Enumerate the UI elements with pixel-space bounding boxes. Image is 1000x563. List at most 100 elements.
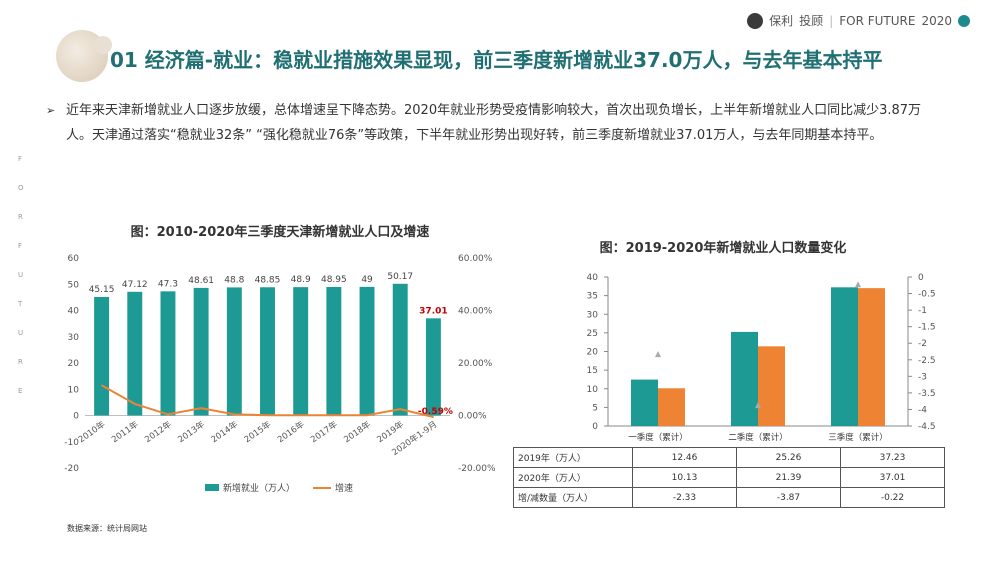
table-row-label: 2019年（万人） (513, 447, 633, 468)
growth-point (333, 414, 335, 416)
growth-point (134, 403, 136, 405)
side-letter: U (18, 329, 24, 337)
y-tick-label: 60 (68, 254, 80, 264)
side-letter: R (18, 358, 23, 366)
y-tick-label: 10 (587, 385, 599, 395)
growth-point (200, 407, 202, 409)
side-letter: T (18, 300, 23, 308)
y-tick-label: 40 (587, 273, 599, 283)
side-letter: F (18, 155, 23, 163)
growth-last-label: -0.59% (418, 407, 453, 417)
y2-tick-label: -20.00% (458, 464, 496, 474)
x-tick-label: 2017年 (309, 419, 340, 446)
brand-mark-icon (747, 12, 764, 29)
diff-marker (855, 281, 861, 288)
bar-2019 (731, 331, 758, 426)
bar-2020 (858, 288, 885, 426)
y2-tick-label: 60.00% (458, 254, 493, 264)
y2-tick-label: 20.00% (458, 359, 493, 369)
bar-value-label: 47.12 (122, 280, 148, 290)
diff-marker (755, 402, 761, 409)
bar (127, 291, 143, 416)
brand-dot-icon (958, 14, 970, 27)
y-tick-label: 30 (68, 333, 80, 343)
bar (359, 286, 375, 416)
y2-tick-label: -3.5 (918, 389, 936, 399)
y2-tick-label: -2 (918, 339, 927, 349)
x-tick-label: 2011年 (109, 419, 140, 446)
y-tick-label: 25 (587, 329, 598, 339)
x-tick-label: 二季度（累计） (728, 432, 788, 443)
bar-value-label: 48.95 (321, 275, 347, 285)
bar-value-label: 45.15 (89, 285, 115, 295)
decor-circle-small (94, 36, 112, 54)
y-tick-label: 50 (68, 280, 80, 290)
table-row: 2020年（万人） 10.13 21.39 37.01 (513, 467, 945, 488)
growth-point (233, 413, 235, 415)
y-tick-label: 30 (587, 310, 599, 320)
table-cell: -2.33 (632, 487, 737, 508)
y2-tick-label: -3 (918, 372, 927, 382)
growth-point (267, 414, 268, 416)
y2-tick-label: 0.00% (458, 412, 487, 422)
x-tick-label: 三季度（累计） (828, 432, 888, 443)
y-tick-label: -20 (64, 464, 79, 474)
bar (425, 318, 441, 416)
chart-title: 图：2010-2020年三季度天津新增就业人口及增速 (131, 224, 430, 240)
brand-year: 2020 (921, 13, 952, 28)
x-tick-label: 2018年 (342, 419, 373, 446)
brand-sub: 投顾 (799, 14, 824, 28)
table-cell: 37.01 (840, 467, 945, 488)
side-letters: F O R F U T U R E (18, 155, 24, 395)
bar (226, 287, 242, 416)
growth-point (432, 416, 434, 418)
y2-tick-label: 40.00% (458, 307, 493, 317)
legend-label: 新增就业（万人） (223, 482, 295, 494)
bar-value-label: 49 (361, 275, 373, 285)
table-cell: -3.87 (736, 487, 841, 508)
y2-tick-label: -4 (918, 405, 927, 415)
table-cell: -0.22 (840, 487, 945, 508)
bar-value-label: 48.61 (188, 276, 214, 286)
chart-employment-2019-2020: 图：2019-2020年新增就业人口数量变化 0 5 10 15 20 25 30 35 40 0 -… (587, 240, 936, 443)
bar (293, 287, 309, 416)
growth-point (366, 414, 368, 416)
x-tick-label: 2015年 (242, 419, 273, 446)
brand-logo: 保利 投顾 | FOR FUTURE 2020 (747, 12, 970, 29)
y-tick-label: 5 (592, 403, 598, 413)
legend-label: 增速 (335, 482, 353, 494)
y-tick-label: 20 (587, 348, 599, 358)
x-tick-label: 2010年 (76, 419, 107, 446)
side-letter: F (18, 242, 23, 250)
chart-employment-2010-2020: 图：2010-2020年三季度天津新增就业人口及增速 -20 -10 0 10 20 30 4… (64, 224, 496, 494)
table-cell: 25.26 (736, 447, 841, 468)
bar-value-label: 48.9 (291, 275, 311, 285)
table-row-label: 增/减数量（万人） (513, 487, 633, 508)
bar (193, 287, 209, 416)
side-letter: E (18, 387, 23, 395)
bar (392, 283, 408, 416)
y-tick-label: 40 (68, 307, 80, 317)
growth-point (399, 408, 401, 410)
y2-tick-label: -4.5 (918, 422, 936, 432)
y-tick-label: 0 (73, 412, 79, 422)
bar (94, 296, 110, 416)
x-tick-label: 2014年 (209, 419, 240, 446)
bar (260, 287, 275, 416)
bar-2019 (631, 379, 658, 426)
growth-point (300, 414, 302, 416)
y-tick-label: 10 (68, 385, 80, 395)
y2-tick-label: 0 (918, 273, 924, 283)
table-cell: 21.39 (736, 467, 841, 488)
y-tick-label: 35 (587, 292, 598, 302)
bar-value-label: 48.85 (255, 275, 281, 285)
bar-value-label: 37.01 (419, 306, 447, 316)
brand-name: 保利 (769, 14, 794, 28)
x-tick-label: 2012年 (143, 419, 174, 446)
growth-point (167, 413, 169, 415)
bullet-arrow-icon: ➢ (46, 104, 56, 117)
summary-paragraph: ➢ 近年来天津新增就业人口逐步放缓，总体增速呈下降态势。2020年就业形势受疫情… (46, 98, 946, 148)
table-row: 2019年（万人） 12.46 25.26 37.23 (513, 447, 945, 468)
table-cell: 37.23 (840, 447, 945, 468)
y-tick-label: -10 (64, 438, 79, 448)
